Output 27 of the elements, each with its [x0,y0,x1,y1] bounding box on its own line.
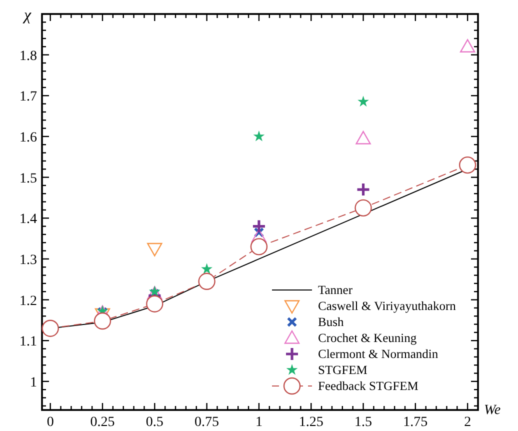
legend-label: Bush [318,315,344,329]
legend-label: STGFEM [318,363,368,377]
x-tick-label: 1 [255,415,262,430]
x-tick-label: 0.25 [90,415,115,430]
y-tick-label: 1.3 [20,252,37,268]
y-tick-label: 1.6 [20,130,37,146]
legend-label: Feedback STGFEM [318,379,418,393]
y-tick-label: 1.5 [20,171,37,186]
legend-label: Tanner [318,283,354,297]
y-tick-label: 1.7 [20,90,37,105]
x-tick-label: 1.5 [354,415,372,430]
x-axis-title: We [484,403,501,418]
legend-label: Caswell & Viriyayuthakorn [318,299,457,313]
legend-label: Clermont & Normandin [318,347,439,361]
x-tick-label: 0.75 [194,415,220,430]
y-tick-label: 1.2 [20,294,37,309]
y-tick-label: 1.8 [20,48,37,64]
x-tick-label: 1.25 [298,415,324,430]
y-tick-label: 1 [30,375,37,390]
y-tick-label: 1.1 [20,334,37,350]
y-tick-label: 1.4 [20,212,37,228]
x-tick-label: 0.5 [146,415,164,430]
x-tick-label: 2 [464,415,472,430]
x-tick-label: 1.75 [403,415,428,430]
x-tick-label: 0 [46,415,54,430]
y-axis-title: χ [22,7,32,24]
legend-label: Crochet & Keuning [318,331,418,345]
